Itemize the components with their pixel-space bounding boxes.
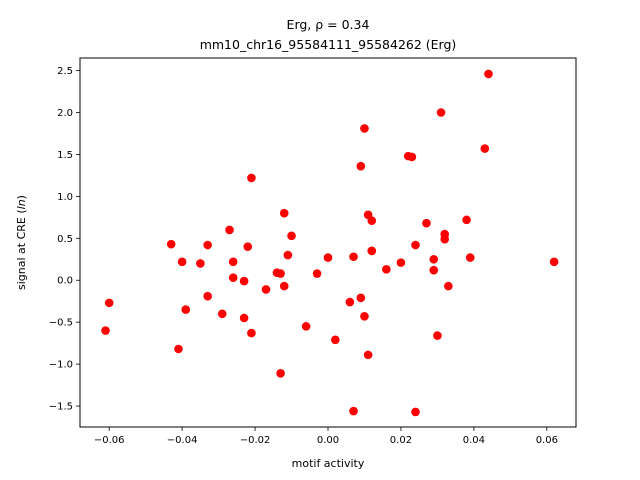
x-tick-label: −0.04	[167, 435, 198, 446]
data-point	[345, 297, 355, 307]
data-point	[382, 265, 391, 274]
data-point	[422, 218, 431, 228]
data-point	[217, 309, 227, 319]
y-tick-label: 0.5	[57, 234, 73, 245]
data-point	[243, 242, 253, 251]
x-tick-label: 0.06	[536, 435, 558, 446]
data-point	[356, 161, 366, 171]
data-point	[407, 152, 417, 162]
data-point	[367, 216, 377, 225]
y-tick-label: −0.5	[49, 318, 73, 329]
data-points	[101, 69, 559, 417]
y-tick-label: 2.0	[57, 108, 73, 119]
x-tick-label: 0.04	[463, 435, 485, 446]
data-point	[429, 254, 439, 264]
data-point	[411, 240, 420, 250]
data-point	[166, 239, 176, 249]
data-point	[396, 258, 406, 267]
y-axis-label-suffix: )	[15, 195, 28, 199]
data-point	[480, 144, 490, 153]
x-tick-label: 0.02	[390, 435, 412, 446]
data-point	[225, 225, 234, 235]
data-point	[312, 269, 322, 278]
y-tick-label: 1.0	[57, 192, 73, 203]
y-axis-label-italic: ln	[15, 199, 28, 209]
data-point	[462, 215, 471, 225]
data-point	[279, 281, 289, 291]
data-point	[349, 252, 358, 262]
data-point	[411, 407, 420, 417]
data-point	[101, 326, 110, 335]
data-point	[484, 69, 493, 79]
y-axis-ticks: −1.5 −1.0 −0.5 0.0 0.5 1.0 1.5 2.0 2.5	[49, 66, 80, 413]
data-point	[228, 257, 238, 267]
x-axis-label: motif activity	[292, 457, 365, 470]
data-point	[104, 298, 114, 308]
data-point	[465, 253, 475, 262]
data-point	[247, 173, 256, 183]
x-tick-label: −0.06	[94, 435, 125, 446]
data-point	[239, 276, 249, 286]
data-point	[276, 369, 285, 378]
data-point	[181, 305, 191, 314]
y-tick-label: 0.0	[57, 276, 73, 287]
data-point	[360, 124, 369, 133]
data-point	[287, 231, 296, 241]
data-point	[349, 406, 358, 416]
y-tick-label: 1.5	[57, 150, 73, 161]
x-axis-ticks: −0.06 −0.04 −0.02 0.00 0.02 0.04 0.06	[94, 427, 558, 446]
y-tick-label: −1.0	[49, 360, 73, 371]
data-point	[279, 208, 289, 218]
data-point	[283, 250, 293, 260]
data-point	[356, 293, 366, 303]
x-tick-label: −0.02	[240, 435, 271, 446]
data-point	[330, 335, 340, 345]
data-point	[549, 257, 559, 267]
data-point	[444, 281, 453, 291]
data-point	[247, 328, 256, 338]
data-point	[301, 322, 311, 331]
data-point	[360, 312, 369, 321]
data-point	[239, 313, 249, 323]
data-point	[323, 253, 333, 262]
data-point	[261, 285, 271, 294]
data-point	[433, 331, 442, 340]
data-point	[203, 291, 212, 301]
y-axis-label: signal at CRE (ln)	[15, 195, 28, 290]
data-point	[174, 344, 183, 354]
data-point	[228, 273, 238, 283]
x-tick-label: 0.00	[317, 435, 339, 446]
y-tick-label: −1.5	[49, 402, 73, 413]
data-point	[203, 240, 212, 250]
data-point	[363, 350, 373, 360]
data-point	[177, 257, 187, 267]
data-point	[440, 234, 450, 244]
y-tick-label: 2.5	[57, 66, 73, 77]
y-axis-label-prefix: signal at CRE (	[15, 209, 28, 290]
data-point	[196, 259, 205, 268]
data-point	[367, 246, 377, 256]
chart-title: Erg, ρ = 0.34	[287, 17, 370, 32]
data-point	[276, 269, 285, 278]
data-point	[436, 108, 446, 117]
data-point	[429, 265, 439, 275]
chart-subtitle: mm10_chr16_95584111_95584262 (Erg)	[200, 37, 457, 52]
